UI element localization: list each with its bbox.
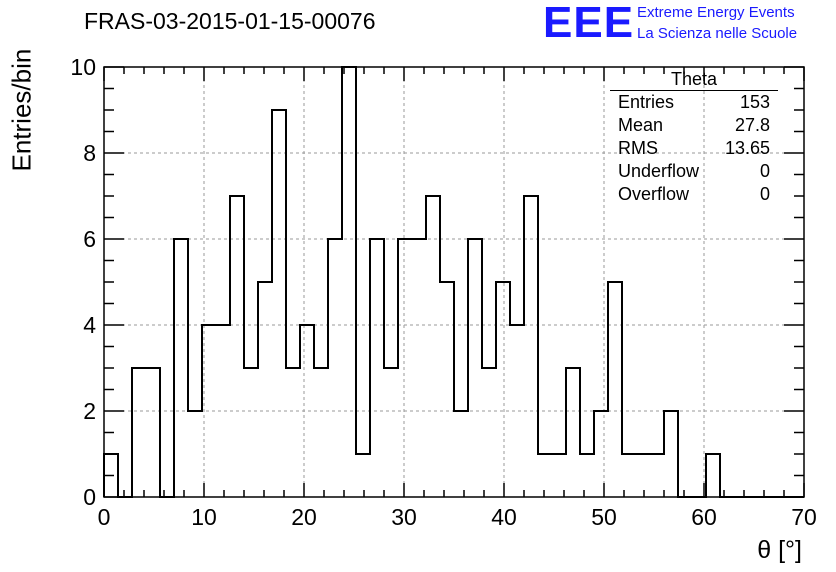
histogram-bin: [482, 368, 496, 497]
logo-line-2: La Scienza nelle Scuole: [637, 25, 798, 42]
y-tick-label: 10: [70, 54, 96, 80]
stats-title: Theta: [610, 68, 778, 91]
x-axis-label: θ [°]: [757, 536, 802, 564]
x-tick-label: 70: [791, 504, 817, 530]
y-tick-label: 8: [83, 140, 96, 166]
stats-label: Mean: [618, 115, 664, 135]
stats-label: Entries: [618, 92, 675, 112]
histogram-bin: [594, 411, 608, 497]
y-tick-label: 6: [83, 226, 96, 252]
stats-row: RMS 13.65: [610, 137, 778, 160]
histogram-bin: [468, 239, 482, 497]
histogram-bin: [230, 196, 244, 497]
histogram-bin: [356, 454, 370, 497]
histogram-bin: [286, 368, 300, 497]
histogram-bin: [258, 282, 272, 497]
y-tick-label: 2: [83, 398, 96, 424]
histogram-bin: [342, 67, 356, 497]
eee-logo: EEE: [543, 0, 635, 47]
histogram-bin: [398, 239, 412, 497]
histogram-bin: [174, 239, 188, 497]
stats-row: Underflow 0: [610, 160, 778, 183]
y-tick-label: 0: [83, 484, 96, 510]
x-tick-label: 0: [98, 504, 111, 530]
stats-value: 13.65: [724, 138, 770, 158]
histogram-bin: [538, 454, 552, 497]
stats-row: Mean 27.8: [610, 114, 778, 137]
stats-row: Overflow 0: [610, 183, 778, 206]
histogram-bin: [524, 196, 538, 497]
x-tick-label: 10: [191, 504, 217, 530]
stats-box: Theta Entries 153 Mean 27.8 RMS 13.65 Under…: [610, 68, 778, 206]
histogram-bin: [440, 282, 454, 497]
stats-row: Entries 153: [610, 91, 778, 114]
histogram-bin: [384, 368, 398, 497]
histogram-bin: [706, 454, 720, 497]
histogram-bin: [188, 411, 202, 497]
histogram-bin: [132, 368, 146, 497]
histogram-bin: [496, 282, 510, 497]
chart-title: FRAS-03-2015-01-15-00076: [84, 8, 376, 34]
stats-label: Underflow: [618, 161, 700, 181]
stats-value: 0: [759, 161, 770, 181]
stats-value: 27.8: [734, 115, 770, 135]
x-tick-label: 50: [591, 504, 617, 530]
histogram-bin: [426, 196, 440, 497]
histogram-bin: [370, 239, 384, 497]
x-tick-label: 30: [391, 504, 417, 530]
histogram-bin: [664, 411, 678, 497]
x-tick-label: 20: [291, 504, 317, 530]
histogram-outline: [103, 66, 804, 498]
histogram-bin: [314, 368, 328, 497]
histogram-bin: [650, 454, 664, 497]
histogram-bin: [412, 239, 426, 497]
histogram-bin: [146, 368, 160, 497]
stats-value: 0: [759, 184, 770, 204]
histogram-bin: [580, 454, 594, 497]
histogram-bars: [103, 66, 804, 498]
stats-label: Overflow: [618, 184, 690, 204]
histogram-bin: [566, 368, 580, 497]
histogram-bin: [328, 239, 342, 497]
x-tick-label: 40: [491, 504, 517, 530]
stats-value: 153: [739, 92, 770, 112]
axis-ticks: 0 10 20 30 40 50 60 70 0 2 4 6 8 10: [70, 54, 816, 530]
logo-line-1: Extreme Energy Events: [637, 4, 795, 21]
histogram-bin: [636, 454, 650, 497]
stats-label: RMS: [618, 138, 658, 158]
histogram-bin: [454, 411, 468, 497]
y-axis-label: Entries/bin: [6, 48, 37, 172]
histogram-bin: [244, 368, 258, 497]
x-tick-label: 60: [691, 504, 717, 530]
histogram-bin: [608, 282, 622, 497]
y-tick-label: 4: [83, 312, 96, 338]
histogram-bin: [272, 110, 286, 497]
